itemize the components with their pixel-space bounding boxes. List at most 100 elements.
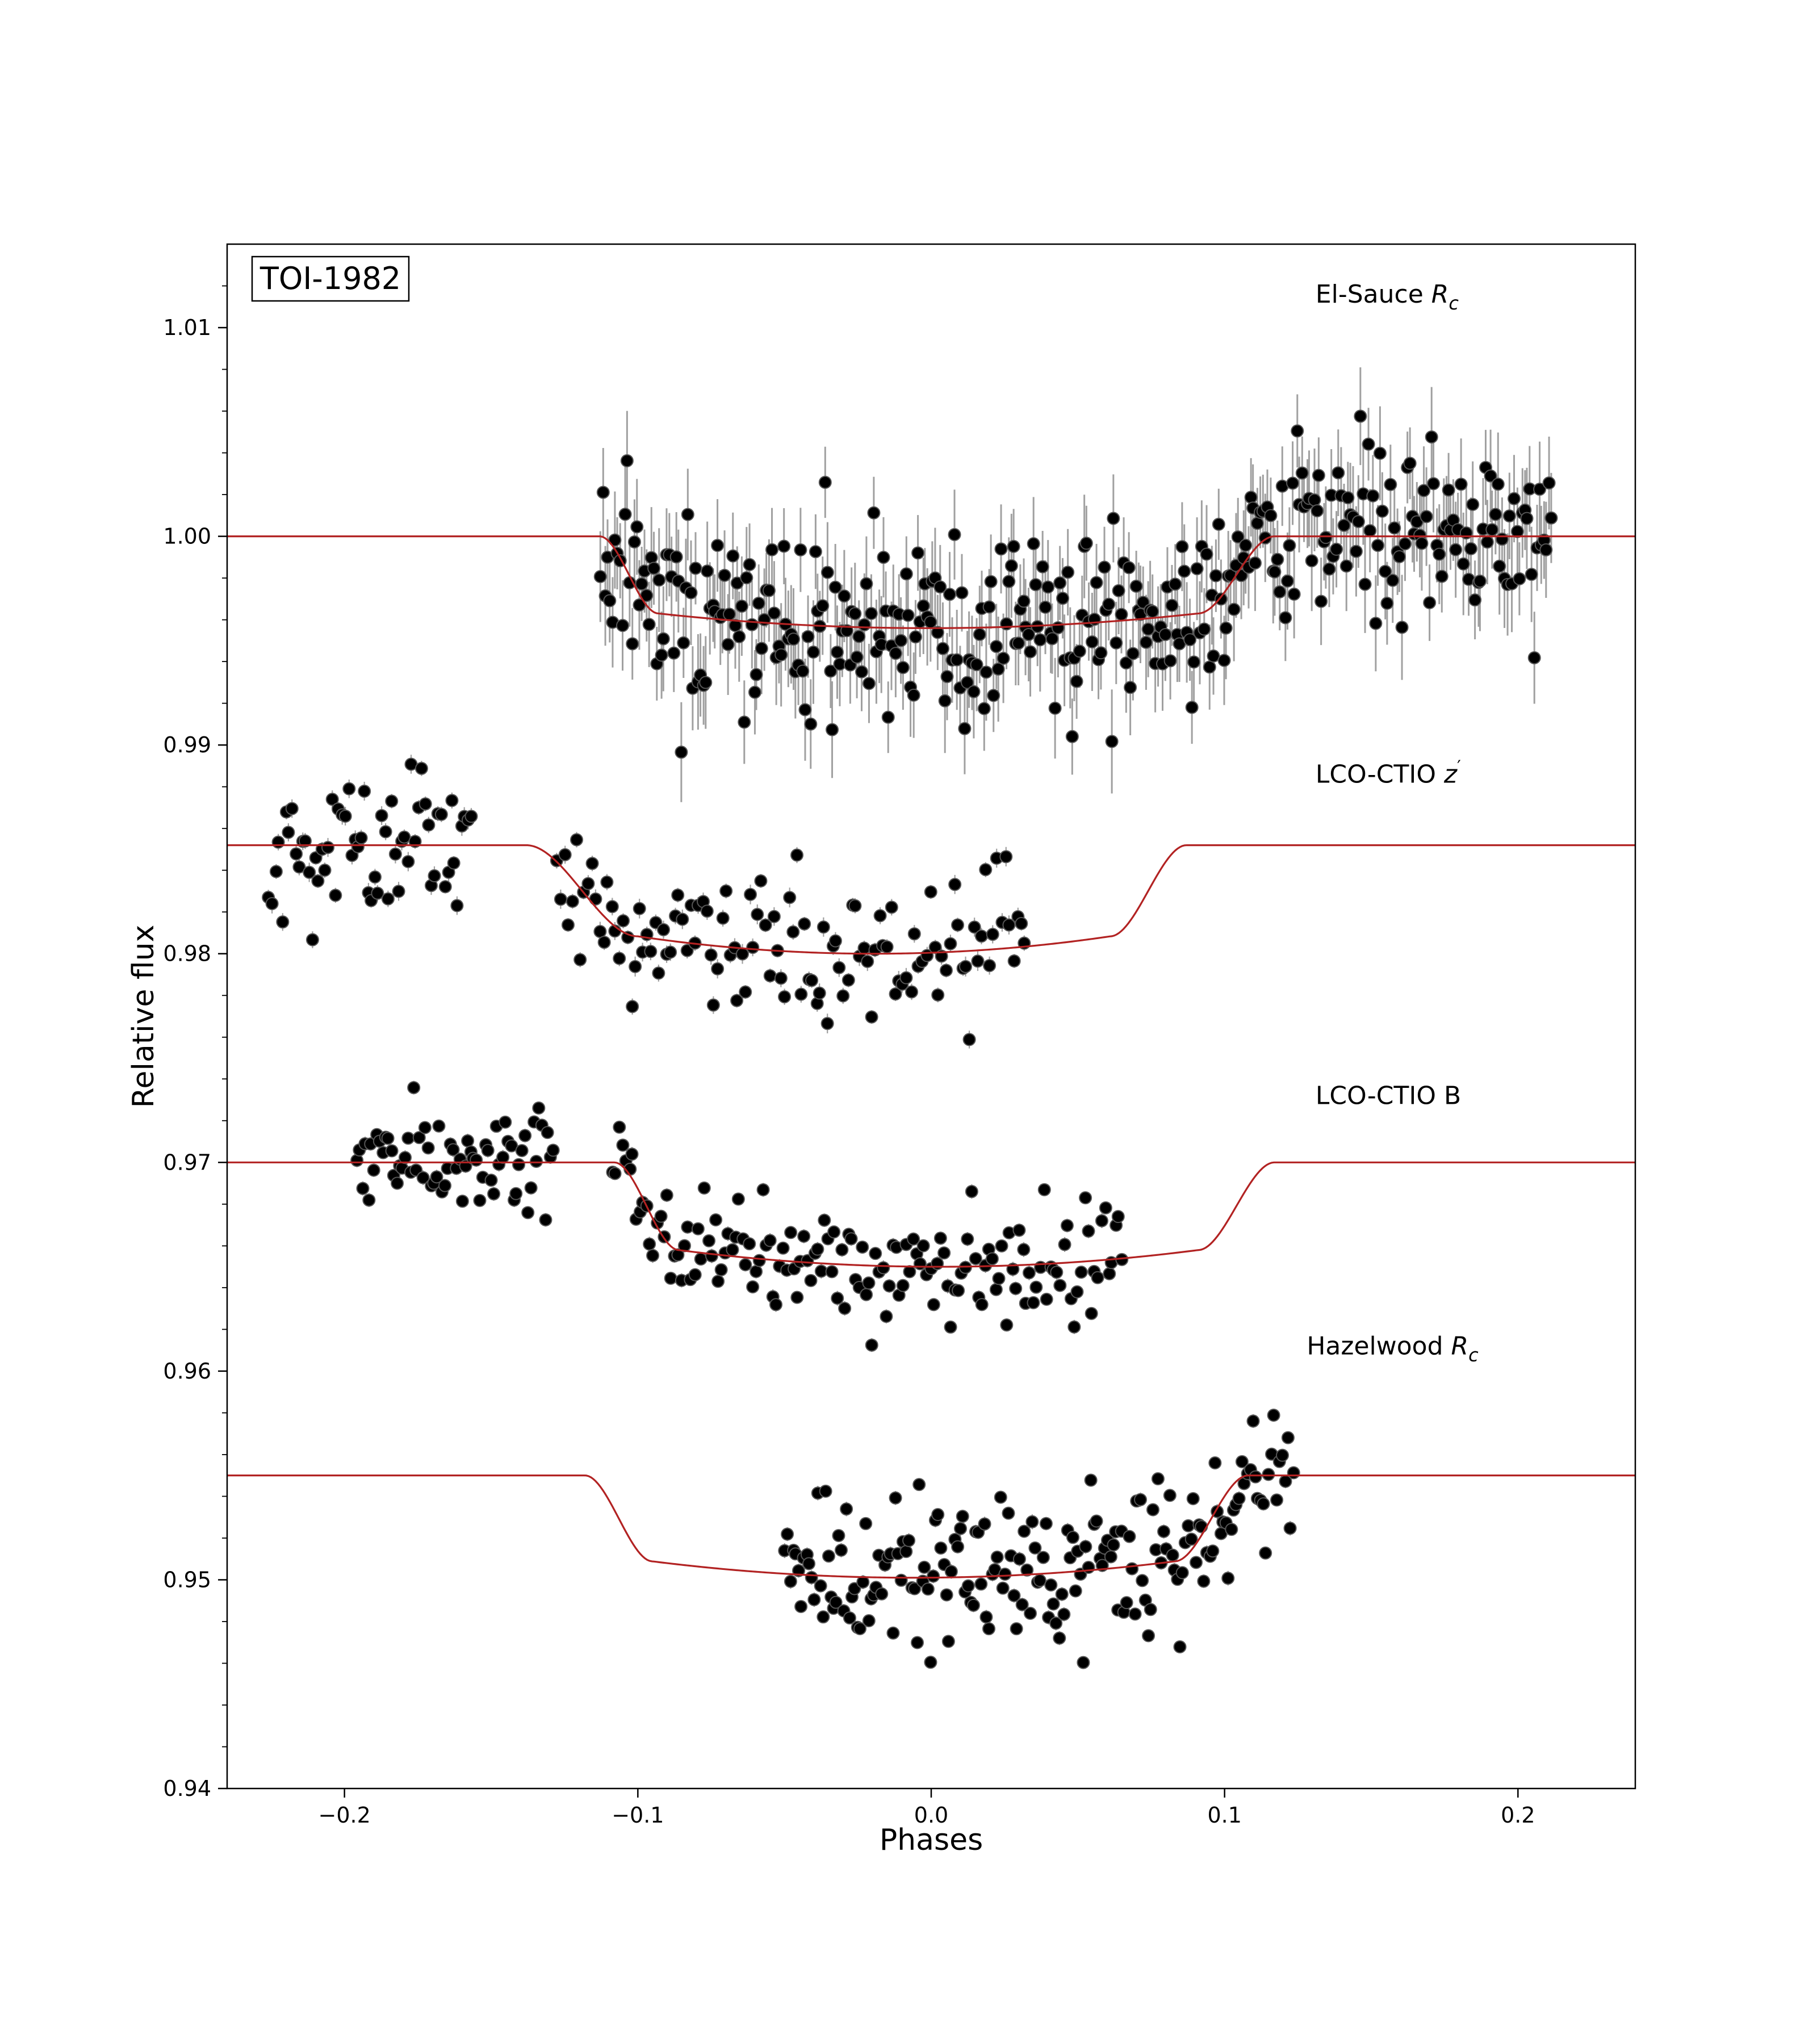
data-point <box>1044 1578 1058 1592</box>
data-point <box>418 797 432 811</box>
data-point <box>1104 1550 1117 1564</box>
data-point <box>1058 1238 1071 1251</box>
x-tick-label: −0.1 <box>612 1803 664 1828</box>
data-point <box>777 539 791 553</box>
data-point <box>1079 537 1093 550</box>
data-point <box>861 954 874 968</box>
data-point <box>811 1242 824 1256</box>
data-point <box>804 717 818 731</box>
data-point <box>652 966 665 980</box>
data-point <box>529 1154 543 1168</box>
data-point <box>1214 592 1228 606</box>
data-point <box>1105 735 1119 748</box>
data-point <box>1489 508 1502 521</box>
x-tick-label: 0.2 <box>1501 1803 1535 1828</box>
data-point <box>1339 559 1353 573</box>
data-point <box>796 664 810 678</box>
data-point <box>1060 1218 1074 1232</box>
data-point <box>912 1478 926 1492</box>
data-point <box>750 1265 763 1279</box>
data-point <box>1098 560 1111 574</box>
data-point <box>1366 489 1380 502</box>
data-point <box>1231 530 1245 544</box>
data-point <box>1090 1514 1103 1528</box>
data-point <box>1115 608 1128 621</box>
data-point <box>990 640 1003 654</box>
data-point <box>1015 917 1028 931</box>
data-point <box>667 646 681 660</box>
data-point <box>948 528 961 542</box>
data-point <box>1136 1574 1149 1588</box>
data-point <box>862 677 876 690</box>
data-point <box>1178 564 1191 578</box>
data-point <box>908 1582 922 1595</box>
data-point <box>1144 1603 1157 1616</box>
data-point <box>714 1263 728 1276</box>
data-point <box>774 648 788 661</box>
data-point <box>521 1206 535 1220</box>
data-point <box>995 1239 1008 1253</box>
data-point <box>432 1119 446 1133</box>
data-point <box>886 1626 900 1640</box>
data-point <box>937 1246 951 1260</box>
data-point <box>1158 628 1172 642</box>
data-point <box>1186 1492 1200 1506</box>
data-point <box>973 627 986 641</box>
data-point <box>797 1229 811 1243</box>
data-point <box>338 809 352 823</box>
data-point <box>399 1151 412 1165</box>
data-point <box>1010 1622 1023 1636</box>
data-point <box>824 664 838 678</box>
data-point <box>1544 511 1558 525</box>
data-point <box>982 1622 996 1636</box>
data-point <box>726 1243 739 1256</box>
data-point <box>1070 675 1083 688</box>
data-point <box>434 807 448 821</box>
data-point <box>927 1298 940 1312</box>
data-point <box>983 959 997 973</box>
data-point <box>1141 622 1155 636</box>
data-point <box>1207 649 1220 663</box>
data-point <box>769 1298 783 1312</box>
data-point <box>801 630 815 643</box>
data-point <box>909 630 922 644</box>
data-point <box>944 1320 957 1334</box>
data-point <box>484 1174 498 1187</box>
data-point <box>1363 524 1377 538</box>
error-bars <box>267 367 1552 1668</box>
data-point <box>985 1252 999 1266</box>
data-point <box>746 941 760 954</box>
data-point <box>739 1258 752 1271</box>
data-point <box>1069 1584 1082 1598</box>
data-point <box>699 676 713 689</box>
data-point <box>1175 540 1189 554</box>
data-point <box>880 940 894 954</box>
data-point <box>532 1101 546 1115</box>
data-point <box>1221 1572 1235 1585</box>
data-point <box>756 1183 770 1197</box>
data-point <box>1126 647 1140 660</box>
series-label: LCO-CTIO B <box>1316 1081 1461 1110</box>
data-point <box>991 662 1005 676</box>
data-point <box>1279 611 1292 625</box>
data-point <box>1102 597 1116 611</box>
data-point <box>1246 1414 1260 1428</box>
data-point <box>1053 576 1067 590</box>
data-point <box>748 685 761 699</box>
data-point <box>487 1187 501 1201</box>
data-point <box>778 990 792 1004</box>
data-point <box>1219 621 1233 635</box>
data-point <box>1371 539 1385 552</box>
data-point <box>848 607 862 621</box>
data-point <box>1270 1493 1284 1507</box>
data-point <box>1134 1493 1148 1506</box>
data-point <box>1425 430 1438 444</box>
data-point <box>841 973 855 987</box>
data-point <box>1190 1556 1203 1569</box>
data-point <box>701 564 714 578</box>
data-point <box>1533 483 1547 496</box>
data-point <box>709 1213 723 1226</box>
data-point <box>1002 918 1016 932</box>
data-point <box>1107 1538 1120 1552</box>
x-tick-label: 0.0 <box>914 1803 948 1828</box>
